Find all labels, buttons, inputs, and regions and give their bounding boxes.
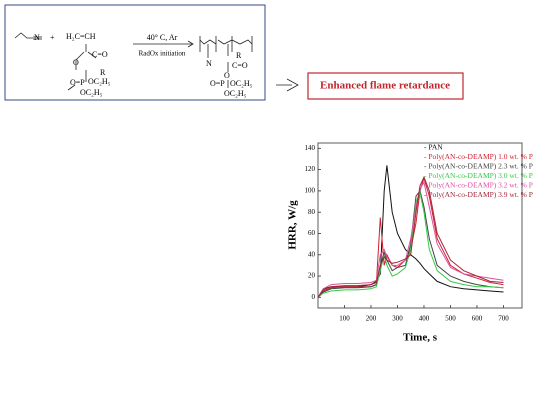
atom: O=P: [210, 79, 225, 88]
x-axis-label: Time, s: [403, 332, 438, 344]
scheme-box: [4, 4, 266, 101]
y-tick-label: 0: [312, 293, 316, 301]
atom: O: [73, 58, 79, 67]
legend-entry: - Poly(AN-co-DEAMP) 3.2 wt. % P: [424, 181, 533, 190]
legend-entry: - Poly(AN-co-DEAMP) 3.0 wt. % P: [424, 171, 533, 180]
series-line: [317, 189, 504, 298]
condition: 40° C, Ar: [147, 33, 178, 42]
atom: R: [236, 51, 242, 60]
y-tick-label: 120: [305, 165, 316, 173]
series-line: [317, 175, 504, 298]
y-tick-label: 40: [308, 250, 316, 258]
atom: O: [224, 71, 230, 80]
callout: Enhanced flame retardance: [320, 80, 450, 92]
legend-entry: - Poly(AN-co-DEAMP) 1.0 wt. % P: [424, 152, 533, 161]
series-line: [317, 176, 504, 298]
atom: C=O: [232, 61, 248, 70]
x-tick-label: 400: [419, 315, 430, 323]
atom: OC₂H₅: [224, 89, 247, 98]
plot-frame: [317, 142, 523, 309]
atom: H₂C=CH: [66, 32, 96, 41]
scheme-structures: [14, 32, 299, 92]
x-tick-label: 500: [445, 315, 456, 323]
x-tick-label: 200: [366, 315, 377, 323]
x-tick-label: 300: [392, 315, 403, 323]
atom: OC₂H₅: [88, 77, 111, 86]
y-tick-label: 80: [308, 208, 316, 216]
atom: N: [206, 59, 212, 68]
callout-box: [307, 72, 464, 100]
legend-entry: - Poly(AN-co-DEAMP) 2.3 wt. % P: [424, 162, 533, 171]
series-line: [317, 181, 504, 298]
series-line: [317, 191, 504, 298]
y-tick-label: 100: [305, 187, 316, 195]
x-tick-label: 700: [498, 315, 509, 323]
atom: OC₂H₅: [80, 88, 103, 97]
y-tick-label: 20: [308, 272, 316, 280]
plus: +: [50, 33, 55, 42]
y-tick-label: 60: [308, 229, 316, 237]
initiation: RadOx initiation: [139, 50, 186, 58]
atom: OC₂H₅: [230, 79, 253, 88]
atom: R: [100, 68, 106, 77]
x-tick-label: 600: [472, 315, 483, 323]
atom: N: [34, 33, 40, 42]
legend-entry: - PAN: [424, 143, 443, 152]
legend-entry: - Poly(AN-co-DEAMP) 3.9 wt. % P: [424, 190, 533, 199]
y-axis-label: HRR, W/g: [287, 200, 299, 250]
atom: C=O: [92, 50, 108, 59]
y-tick-label: 140: [305, 144, 316, 152]
x-tick-label: 100: [339, 315, 350, 323]
atom: O=P: [70, 78, 85, 87]
